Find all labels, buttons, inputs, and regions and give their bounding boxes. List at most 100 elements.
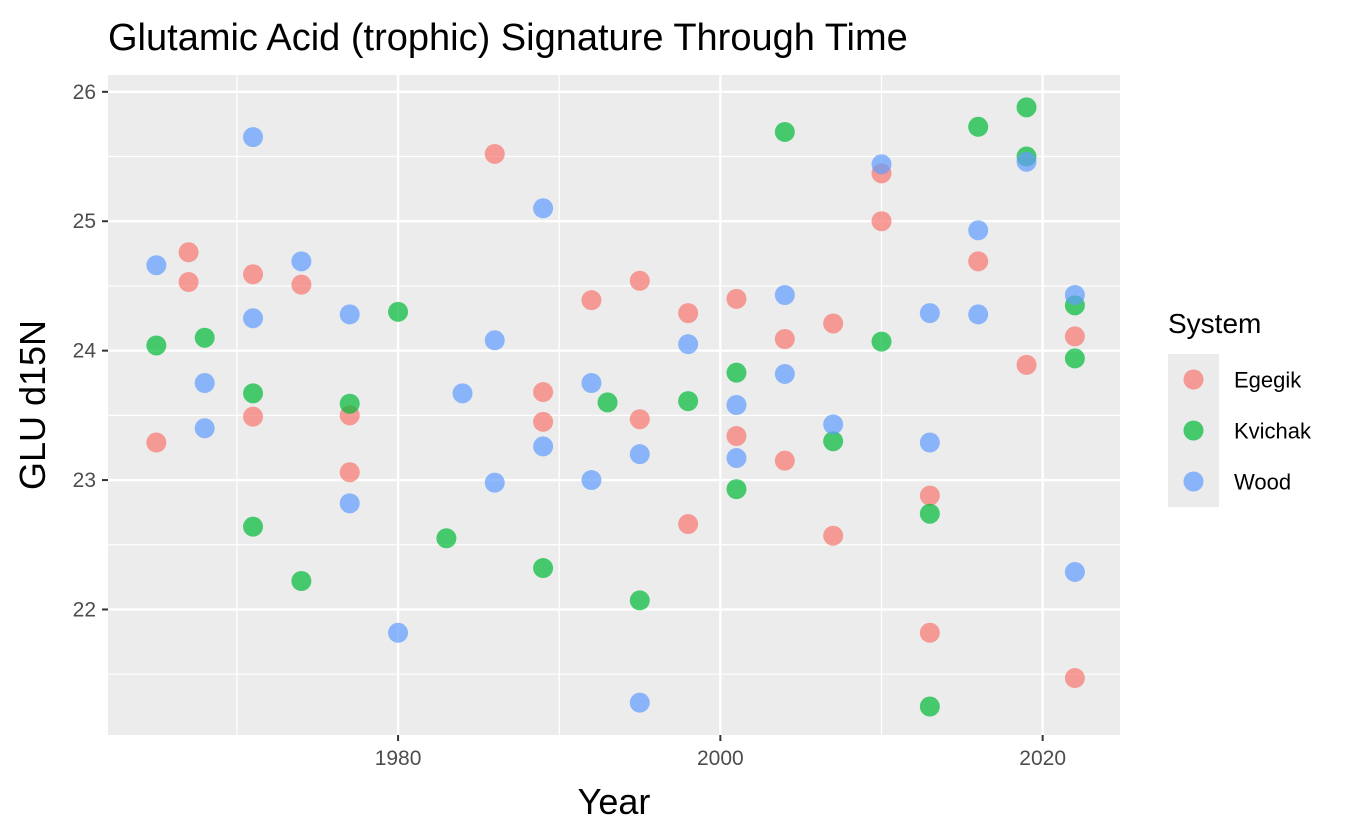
data-point-wood — [678, 334, 699, 355]
data-point-kvichak — [919, 696, 940, 717]
data-point-wood — [484, 330, 505, 351]
data-point-egegik — [968, 251, 989, 272]
data-point-egegik — [919, 485, 940, 506]
data-point-wood — [146, 255, 167, 276]
data-point-kvichak — [823, 431, 844, 452]
legend: System Egegik Kvichak Wood — [1168, 308, 1312, 507]
data-point-kvichak — [243, 516, 264, 537]
x-tick-label: 2000 — [697, 747, 744, 770]
data-point-kvichak — [291, 571, 312, 591]
data-point-egegik — [243, 406, 264, 427]
data-point-wood — [581, 373, 602, 393]
data-point-egegik — [533, 382, 554, 403]
data-point-egegik — [178, 242, 199, 263]
data-point-wood — [629, 692, 650, 713]
data-point-kvichak — [1064, 348, 1085, 369]
data-point-wood — [533, 436, 554, 457]
legend-keys: Egegik Kvichak Wood — [1168, 354, 1312, 507]
data-point-egegik — [726, 426, 747, 447]
legend-title: System — [1168, 308, 1261, 339]
data-point-kvichak — [968, 116, 989, 137]
data-point-egegik — [1064, 326, 1085, 347]
data-point-egegik — [919, 622, 940, 643]
data-point-wood — [339, 304, 360, 325]
data-point-kvichak — [919, 503, 940, 524]
data-point-wood — [388, 622, 409, 643]
data-point-egegik — [1016, 354, 1037, 375]
y-axis: 22 23 24 25 26 — [73, 81, 108, 621]
data-point-egegik — [726, 288, 747, 309]
data-point-kvichak — [436, 528, 457, 549]
data-point-kvichak — [243, 383, 264, 404]
data-point-egegik — [178, 272, 199, 293]
data-point-egegik — [581, 290, 602, 311]
data-point-kvichak — [388, 301, 409, 322]
data-point-wood — [871, 154, 892, 175]
y-tick-label: 26 — [73, 81, 96, 104]
y-tick-label: 22 — [73, 598, 96, 621]
data-point-kvichak — [678, 391, 699, 412]
data-point-egegik — [823, 313, 844, 334]
x-axis: 1980 2000 2020 — [375, 735, 1066, 770]
data-point-wood — [968, 304, 989, 325]
legend-key-egegik — [1183, 369, 1204, 390]
data-point-wood — [726, 395, 747, 415]
legend-label-wood: Wood — [1234, 470, 1291, 495]
x-tick-label: 1980 — [375, 747, 422, 770]
data-point-egegik — [146, 432, 167, 453]
data-point-egegik — [774, 450, 795, 471]
data-point-wood — [1064, 285, 1085, 305]
data-point-egegik — [629, 409, 650, 430]
data-point-wood — [194, 418, 215, 439]
data-point-wood — [1064, 561, 1085, 582]
data-point-kvichak — [533, 558, 554, 579]
data-point-kvichak — [597, 392, 618, 413]
data-point-egegik — [484, 143, 505, 164]
data-point-wood — [339, 493, 360, 514]
data-point-wood — [774, 285, 795, 305]
grid-minor — [108, 75, 1120, 735]
data-point-kvichak — [194, 327, 215, 348]
data-point-kvichak — [726, 479, 747, 500]
data-point-egegik — [243, 264, 264, 285]
data-point-kvichak — [774, 121, 795, 142]
data-point-egegik — [533, 411, 554, 432]
legend-label-kvichak: Kvichak — [1234, 419, 1312, 444]
data-point-egegik — [291, 274, 312, 295]
data-point-kvichak — [146, 335, 167, 356]
data-point-kvichak — [871, 331, 892, 352]
y-tick-label: 25 — [73, 210, 96, 233]
data-point-kvichak — [726, 362, 747, 383]
data-point-egegik — [871, 211, 892, 232]
data-point-wood — [243, 127, 264, 148]
data-point-wood — [484, 472, 505, 493]
data-point-egegik — [678, 514, 699, 535]
data-point-egegik — [339, 462, 360, 483]
legend-key-kvichak — [1183, 420, 1204, 441]
data-points — [146, 97, 1085, 717]
data-point-wood — [629, 444, 650, 465]
data-point-egegik — [629, 270, 650, 291]
chart-title: Glutamic Acid (trophic) Signature Throug… — [108, 17, 908, 59]
y-tick-label: 24 — [73, 340, 97, 363]
data-point-wood — [823, 414, 844, 435]
data-point-wood — [533, 198, 554, 219]
data-point-wood — [581, 470, 602, 491]
data-point-kvichak — [1016, 97, 1037, 118]
data-point-egegik — [823, 525, 844, 546]
data-point-kvichak — [339, 393, 360, 414]
data-point-wood — [291, 251, 312, 272]
data-point-wood — [968, 220, 989, 241]
data-point-wood — [726, 448, 747, 469]
data-point-wood — [919, 303, 940, 324]
x-axis-title: Year — [578, 781, 651, 822]
data-point-egegik — [678, 303, 699, 324]
data-point-wood — [243, 308, 264, 329]
data-point-wood — [774, 363, 795, 384]
data-point-egegik — [774, 329, 795, 349]
data-point-wood — [1016, 151, 1037, 172]
legend-key-wood — [1183, 471, 1204, 492]
data-point-wood — [919, 432, 940, 453]
data-point-wood — [452, 383, 473, 404]
